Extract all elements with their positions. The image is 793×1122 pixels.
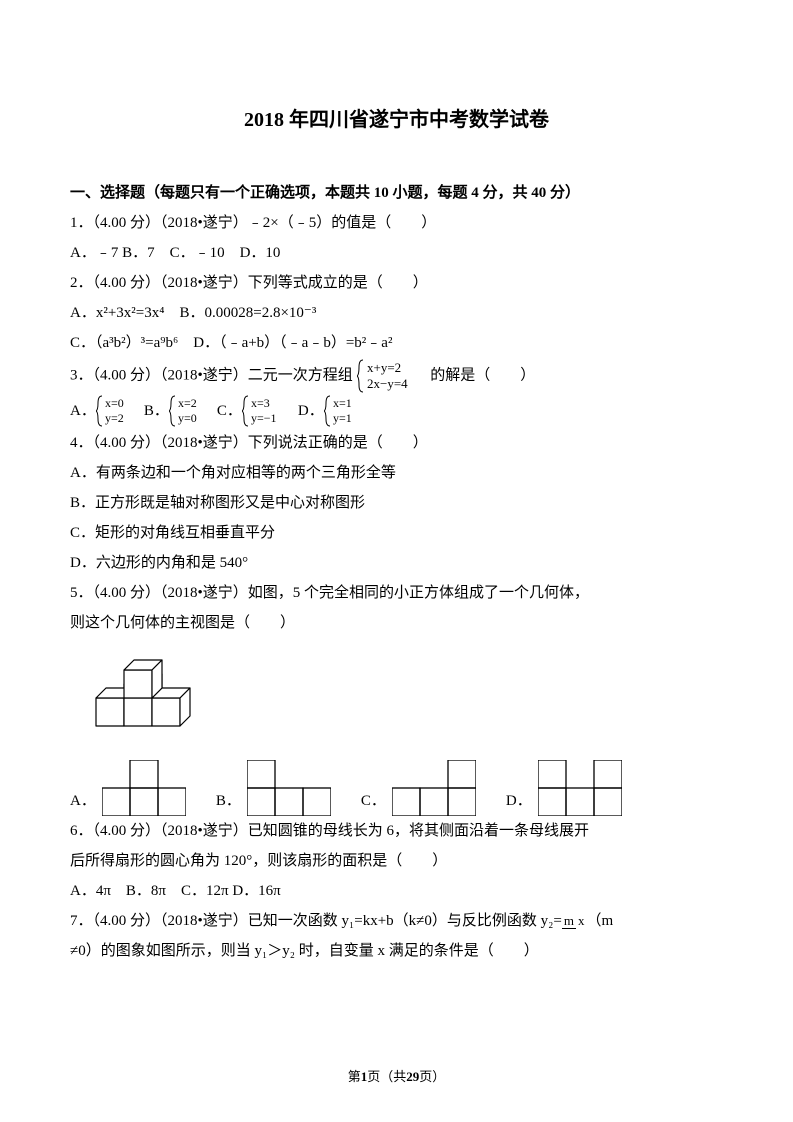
svg-text:x=0: x=0	[105, 396, 124, 410]
q6-stem2: 后所得扇形的圆心角为 120°，则该扇形的面积是（ ）	[70, 846, 723, 876]
q5-optD-label: D．	[506, 786, 532, 816]
q1-options: A．﹣7 B．7 C．﹣10 D．10	[70, 238, 723, 268]
q5-stem2: 则这个几何体的主视图是（ ）	[70, 608, 723, 638]
footer-mid: 页（共	[367, 1069, 406, 1084]
view-option-b-icon	[247, 760, 331, 816]
section-head: 一、选择题（每题只有一个正确选项，本题共 10 小题，每题 4 分，共 40 分…	[70, 178, 723, 208]
q2-opts-line1: A．x²+3x²=3x⁴ B．0.00028=2.8×10⁻³	[70, 298, 723, 328]
footer-post: 页）	[419, 1069, 445, 1084]
q2-opts-line2: C．（a³b²）³=a⁹b⁶ D．（﹣a+b）（﹣a﹣b）=b²﹣a²	[70, 328, 723, 358]
sys-eq2: 2x−y=4	[367, 376, 408, 391]
q6-stem1: 6．（4.00 分）（2018•遂宁）已知圆锥的母线长为 6，将其侧面沿着一条母…	[70, 816, 723, 846]
view-option-a-icon	[102, 760, 186, 816]
page-footer: 第1页（共29页）	[0, 1064, 793, 1090]
q7-stem1: 7．（4.00 分）（2018•遂宁）已知一次函数 y₁=kx+b（k≠0）与反…	[70, 906, 723, 936]
view-option-c-icon	[392, 760, 476, 816]
q3-optA-label: A．	[70, 396, 96, 426]
q3-options: A． x=0 y=2 B． x=2 y=0 C． x=3 y=−1 D． x=1	[70, 394, 723, 428]
page-title: 2018 年四川省遂宁市中考数学试卷	[70, 100, 723, 140]
question-4: 4．（4.00 分）（2018•遂宁）下列说法正确的是（ ） A．有两条边和一个…	[70, 428, 723, 578]
q5-options: A． B．	[70, 760, 723, 816]
cube-3d-icon	[70, 642, 210, 752]
q5-optC-label: C．	[361, 786, 386, 816]
question-1: 1．（4.00 分）（2018•遂宁）﹣2×（﹣5）的值是（ ） A．﹣7 B．…	[70, 208, 723, 268]
question-2: 2．（4.00 分）（2018•遂宁）下列等式成立的是（ ） A．x²+3x²=…	[70, 268, 723, 358]
brace-opt-c: x=3 y=−1	[242, 394, 298, 428]
brace-opt-b: x=2 y=0	[169, 394, 217, 428]
svg-text:y=2: y=2	[105, 411, 124, 425]
equation-brace-icon: x+y=2 2x−y=4	[357, 358, 427, 394]
q4-optB: B．正方形既是轴对称图形又是中心对称图形	[70, 488, 723, 518]
q4-optA: A．有两条边和一个角对应相等的两个三角形全等	[70, 458, 723, 488]
svg-text:y=0: y=0	[178, 411, 197, 425]
brace-opt-a: x=0 y=2	[96, 394, 144, 428]
q2-stem: 2．（4.00 分）（2018•遂宁）下列等式成立的是（ ）	[70, 268, 723, 298]
footer-total: 29	[406, 1069, 419, 1084]
sys-eq1: x+y=2	[367, 360, 401, 375]
q7-stem2: ≠0）的图象如图所示，则当 y₁＞y₂ 时，自变量 x 满足的条件是（ ）	[70, 936, 723, 966]
q7-stem1-pre: 7．（4.00 分）（2018•遂宁）已知一次函数 y₁=kx+b（k≠0）与反…	[70, 913, 562, 929]
view-option-d-icon	[538, 760, 622, 816]
q3-optD-label: D．	[298, 396, 324, 426]
footer-pre: 第	[348, 1069, 361, 1084]
svg-text:x=2: x=2	[178, 396, 197, 410]
q4-stem: 4．（4.00 分）（2018•遂宁）下列说法正确的是（ ）	[70, 428, 723, 458]
svg-text:x=3: x=3	[251, 396, 270, 410]
q5-optA-label: A．	[70, 786, 96, 816]
brace-opt-d: x=1 y=1	[324, 394, 372, 428]
q3-stem: 3．（4.00 分）（2018•遂宁）二元一次方程组 x+y=2 2x−y=4 …	[70, 358, 723, 394]
fraction-icon: mx	[562, 914, 587, 928]
q3-stem-post: 的解是（ ）	[430, 367, 535, 383]
q5-optB-label: B．	[216, 786, 241, 816]
q4-optD: D．六边形的内角和是 540°	[70, 548, 723, 578]
q1-stem: 1．（4.00 分）（2018•遂宁）﹣2×（﹣5）的值是（ ）	[70, 208, 723, 238]
exam-page: 2018 年四川省遂宁市中考数学试卷 一、选择题（每题只有一个正确选项，本题共 …	[0, 0, 793, 1122]
q6-opts: A．4π B．8π C．12π D．16π	[70, 876, 723, 906]
question-6: 6．（4.00 分）（2018•遂宁）已知圆锥的母线长为 6，将其侧面沿着一条母…	[70, 816, 723, 906]
q4-optC: C．矩形的对角线互相垂直平分	[70, 518, 723, 548]
q5-stem1: 5．（4.00 分）（2018•遂宁）如图，5 个完全相同的小正方体组成了一个几…	[70, 578, 723, 608]
q3-stem-pre: 3．（4.00 分）（2018•遂宁）二元一次方程组	[70, 367, 353, 383]
q3-optC-label: C．	[217, 396, 242, 426]
question-7: 7．（4.00 分）（2018•遂宁）已知一次函数 y₁=kx+b（k≠0）与反…	[70, 906, 723, 966]
svg-text:y=−1: y=−1	[251, 411, 277, 425]
q3-optB-label: B．	[144, 396, 169, 426]
svg-text:y=1: y=1	[333, 411, 352, 425]
question-3: 3．（4.00 分）（2018•遂宁）二元一次方程组 x+y=2 2x−y=4 …	[70, 358, 723, 428]
question-5: 5．（4.00 分）（2018•遂宁）如图，5 个完全相同的小正方体组成了一个几…	[70, 578, 723, 816]
svg-text:x=1: x=1	[333, 396, 352, 410]
q7-stem1-post: （m	[586, 913, 613, 929]
